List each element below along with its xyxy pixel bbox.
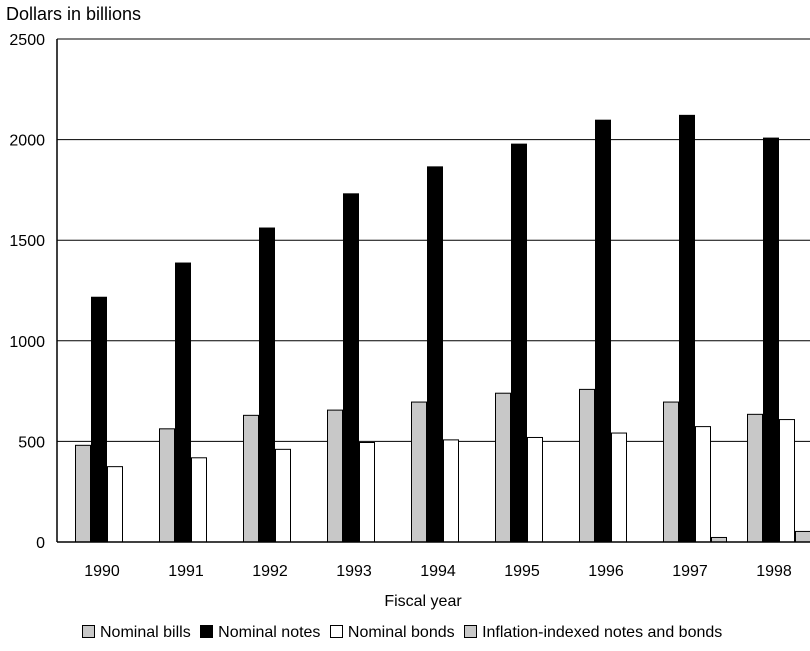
bar-inflation-indexed-notes-and-bonds <box>795 530 810 543</box>
legend-item-nominal-notes: Nominal notes <box>200 624 320 642</box>
x-tick-label: 1996 <box>588 563 624 580</box>
bar-nominal-bills <box>663 401 679 543</box>
x-tick-label: 1992 <box>252 563 288 580</box>
bar-nominal-bonds <box>191 457 207 543</box>
y-tick-label: 0 <box>36 535 45 552</box>
legend-swatch <box>200 625 214 638</box>
bar-nominal-notes <box>679 114 695 543</box>
bar-nominal-bonds <box>779 419 795 543</box>
bar-nominal-notes <box>91 296 107 543</box>
bar-nominal-notes <box>259 227 275 543</box>
x-tick-label: 1991 <box>168 563 204 580</box>
bar-nominal-notes <box>343 193 359 543</box>
x-tick-label: 1990 <box>84 563 120 580</box>
bar-nominal-notes <box>763 137 779 543</box>
legend-label: Nominal bonds <box>347 624 455 641</box>
y-tick-label: 500 <box>18 434 45 451</box>
x-tick-label: 1997 <box>672 563 708 580</box>
y-tick-label: 2500 <box>9 32 45 49</box>
bar-nominal-bills <box>327 409 343 543</box>
legend-swatch <box>464 625 478 638</box>
bar-nominal-bonds <box>443 439 459 543</box>
axes <box>56 39 810 543</box>
bar-nominal-notes <box>175 262 191 543</box>
y-tick-label: 1500 <box>9 233 45 250</box>
bar-nominal-bonds <box>359 442 375 543</box>
bar-nominal-bills <box>579 388 595 543</box>
bar-nominal-bonds <box>107 466 123 543</box>
x-tick-label: 1995 <box>504 563 540 580</box>
legend-label: Nominal notes <box>218 624 321 641</box>
bar-nominal-bills <box>495 392 511 543</box>
bar-nominal-bills <box>159 428 175 543</box>
legend-label: Nominal bills <box>100 624 191 641</box>
x-tick-labels: 1990 1991 1992 1993 1994 1995 1996 1997 1998 <box>84 563 792 580</box>
bar-nominal-bills <box>747 413 763 543</box>
legend-item-nominal-bills: Nominal bills <box>82 624 191 642</box>
y-tick-label: 2000 <box>9 133 45 150</box>
legend-swatch <box>82 625 95 638</box>
y-tick-labels: 0 500 1000 1500 2000 2500 <box>9 32 45 552</box>
bars <box>75 114 810 543</box>
legend-item-nominal-bonds: Nominal bonds <box>329 624 455 642</box>
bar-nominal-bonds <box>275 448 291 543</box>
legend-label: Inflation-indexed notes and bonds <box>482 624 723 641</box>
legend: Nominal bills Nominal notes Nominal bond… <box>0 624 810 642</box>
bar-nominal-bonds <box>695 426 711 543</box>
bar-nominal-notes <box>595 119 611 543</box>
bar-nominal-notes <box>511 143 527 543</box>
bar-nominal-bonds <box>611 432 627 543</box>
y-tick-label: 1000 <box>9 334 45 351</box>
y-axis-label: Dollars in billions <box>6 4 142 24</box>
legend-swatch <box>329 625 343 638</box>
x-tick-label: 1993 <box>336 563 372 580</box>
bar-nominal-bills <box>75 444 91 543</box>
x-tick-label: 1994 <box>420 563 456 580</box>
legend-item-inflation-indexed: Inflation-indexed notes and bonds <box>464 624 722 642</box>
bar-nominal-bills <box>411 401 427 543</box>
bar-nominal-notes <box>427 166 443 543</box>
bar-nominal-bonds <box>527 436 543 543</box>
bar-nominal-bills <box>243 414 259 543</box>
x-axis-label: Fiscal year <box>384 593 462 610</box>
x-tick-label: 1998 <box>756 563 792 580</box>
